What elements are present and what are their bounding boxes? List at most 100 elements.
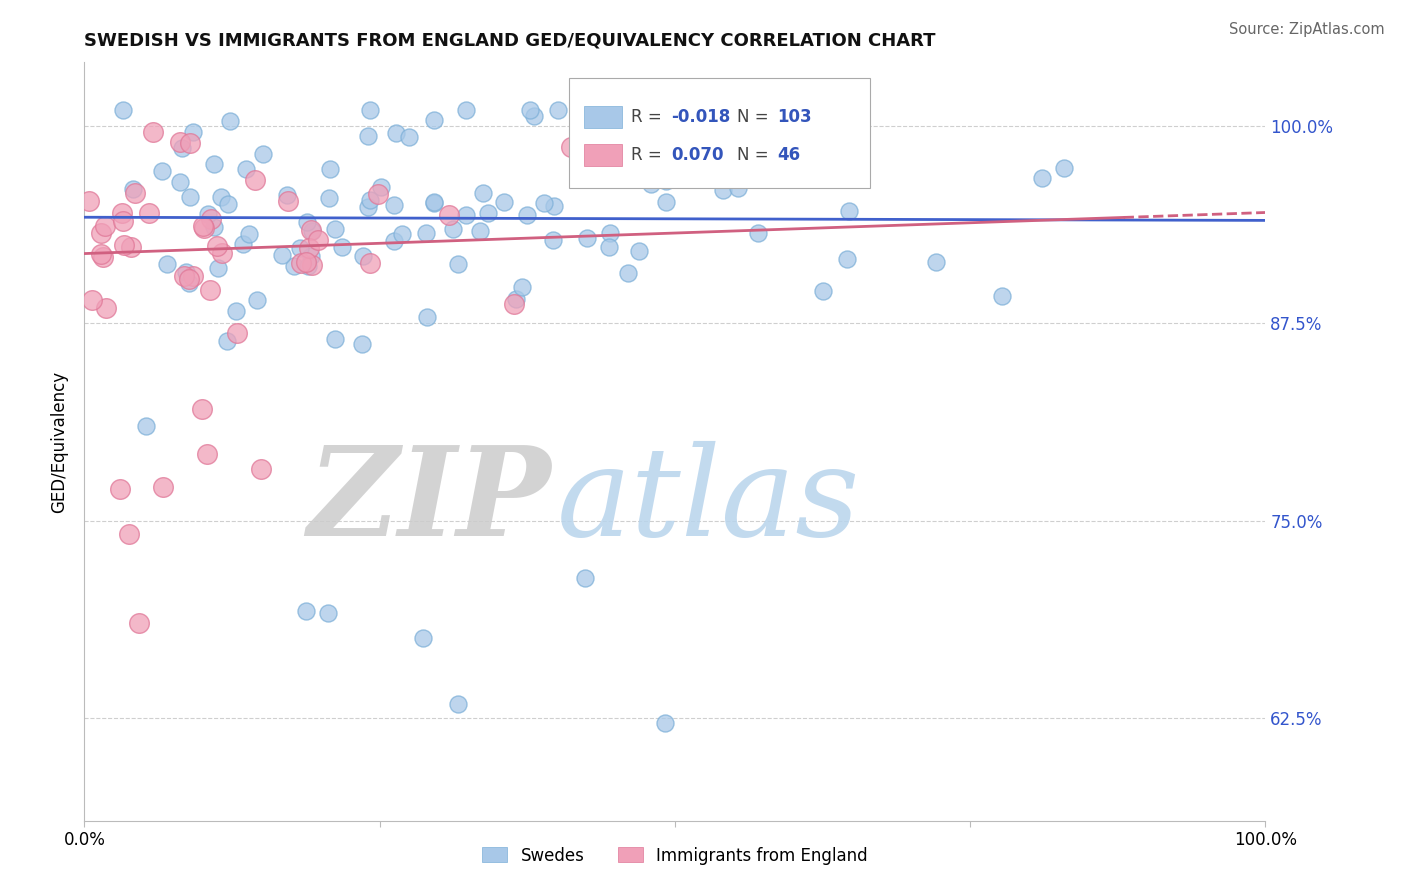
Point bbox=[172, 141, 194, 155]
Point bbox=[173, 268, 195, 283]
Point bbox=[177, 277, 200, 291]
Point bbox=[80, 293, 103, 307]
Point bbox=[654, 174, 676, 188]
Y-axis label: GED/Equivalency: GED/Equivalency bbox=[51, 370, 69, 513]
Point bbox=[382, 234, 405, 248]
Text: 0.070: 0.070 bbox=[671, 146, 724, 164]
Point bbox=[370, 180, 392, 194]
Point bbox=[202, 219, 225, 234]
Point bbox=[270, 248, 292, 262]
Point bbox=[523, 109, 546, 123]
Point bbox=[276, 187, 298, 202]
Point bbox=[640, 177, 662, 191]
Point bbox=[367, 186, 389, 201]
Point bbox=[593, 103, 616, 117]
Point bbox=[416, 310, 439, 324]
Point bbox=[200, 211, 222, 226]
Text: SWEDISH VS IMMIGRANTS FROM ENGLAND GED/EQUIVALENCY CORRELATION CHART: SWEDISH VS IMMIGRANTS FROM ENGLAND GED/E… bbox=[84, 32, 936, 50]
Point bbox=[780, 103, 803, 117]
Point bbox=[391, 227, 413, 242]
Point bbox=[211, 246, 233, 260]
Point bbox=[357, 200, 380, 214]
Point bbox=[516, 208, 538, 222]
Point bbox=[298, 241, 321, 255]
Text: N =: N = bbox=[738, 146, 775, 164]
Point bbox=[472, 186, 495, 201]
Point bbox=[468, 224, 491, 238]
Point bbox=[599, 227, 621, 241]
Point bbox=[505, 292, 527, 306]
Point bbox=[128, 616, 150, 631]
Point bbox=[576, 231, 599, 245]
Point bbox=[1031, 171, 1053, 186]
Point bbox=[423, 195, 446, 210]
Point bbox=[295, 255, 318, 269]
Point bbox=[654, 715, 676, 730]
Point bbox=[714, 103, 737, 117]
Point bbox=[181, 125, 204, 139]
Point bbox=[332, 239, 354, 253]
Point bbox=[1052, 161, 1074, 175]
FancyBboxPatch shape bbox=[568, 78, 870, 187]
Point bbox=[277, 194, 299, 208]
Point bbox=[191, 219, 214, 234]
Point bbox=[598, 240, 620, 254]
Point bbox=[243, 173, 266, 187]
Point bbox=[120, 240, 142, 254]
Point bbox=[382, 198, 405, 212]
Text: 103: 103 bbox=[778, 108, 813, 126]
Point bbox=[352, 249, 374, 263]
Point bbox=[205, 238, 228, 252]
Point bbox=[252, 147, 274, 161]
Point bbox=[301, 258, 323, 272]
Point bbox=[150, 164, 173, 178]
Point bbox=[297, 215, 319, 229]
Point bbox=[209, 190, 232, 204]
Point bbox=[352, 337, 374, 351]
Point bbox=[423, 113, 446, 128]
Point bbox=[215, 334, 238, 348]
Point bbox=[655, 195, 678, 210]
Point bbox=[225, 304, 247, 318]
Point bbox=[477, 206, 499, 220]
Point bbox=[412, 632, 434, 646]
Text: -0.018: -0.018 bbox=[671, 108, 731, 126]
Point bbox=[503, 297, 526, 311]
Point bbox=[152, 479, 174, 493]
Point bbox=[111, 205, 134, 219]
Point bbox=[454, 103, 477, 117]
Text: R =: R = bbox=[631, 146, 668, 164]
Point bbox=[218, 114, 240, 128]
Point bbox=[79, 194, 101, 208]
Point bbox=[925, 254, 948, 268]
Point bbox=[299, 223, 322, 237]
Point bbox=[838, 203, 860, 218]
Point bbox=[179, 189, 201, 203]
Text: N =: N = bbox=[738, 108, 775, 126]
Point bbox=[510, 280, 533, 294]
Point bbox=[183, 268, 205, 283]
Point bbox=[423, 195, 446, 210]
Point bbox=[543, 199, 565, 213]
Point bbox=[441, 222, 464, 236]
Point bbox=[316, 606, 339, 620]
Point bbox=[179, 272, 201, 286]
Point bbox=[447, 697, 470, 711]
Point bbox=[827, 103, 849, 117]
Point bbox=[492, 194, 515, 209]
Point bbox=[359, 256, 381, 270]
Point bbox=[124, 186, 146, 200]
Point bbox=[191, 402, 214, 417]
Point bbox=[602, 163, 624, 178]
Point bbox=[169, 135, 191, 149]
Point bbox=[118, 526, 141, 541]
Point bbox=[290, 256, 312, 270]
Point bbox=[179, 136, 201, 150]
Point bbox=[319, 162, 342, 177]
Text: 46: 46 bbox=[778, 146, 801, 164]
Point bbox=[91, 250, 114, 264]
Point bbox=[232, 237, 254, 252]
FancyBboxPatch shape bbox=[583, 144, 621, 166]
Text: atlas: atlas bbox=[557, 442, 860, 563]
Point bbox=[111, 214, 134, 228]
